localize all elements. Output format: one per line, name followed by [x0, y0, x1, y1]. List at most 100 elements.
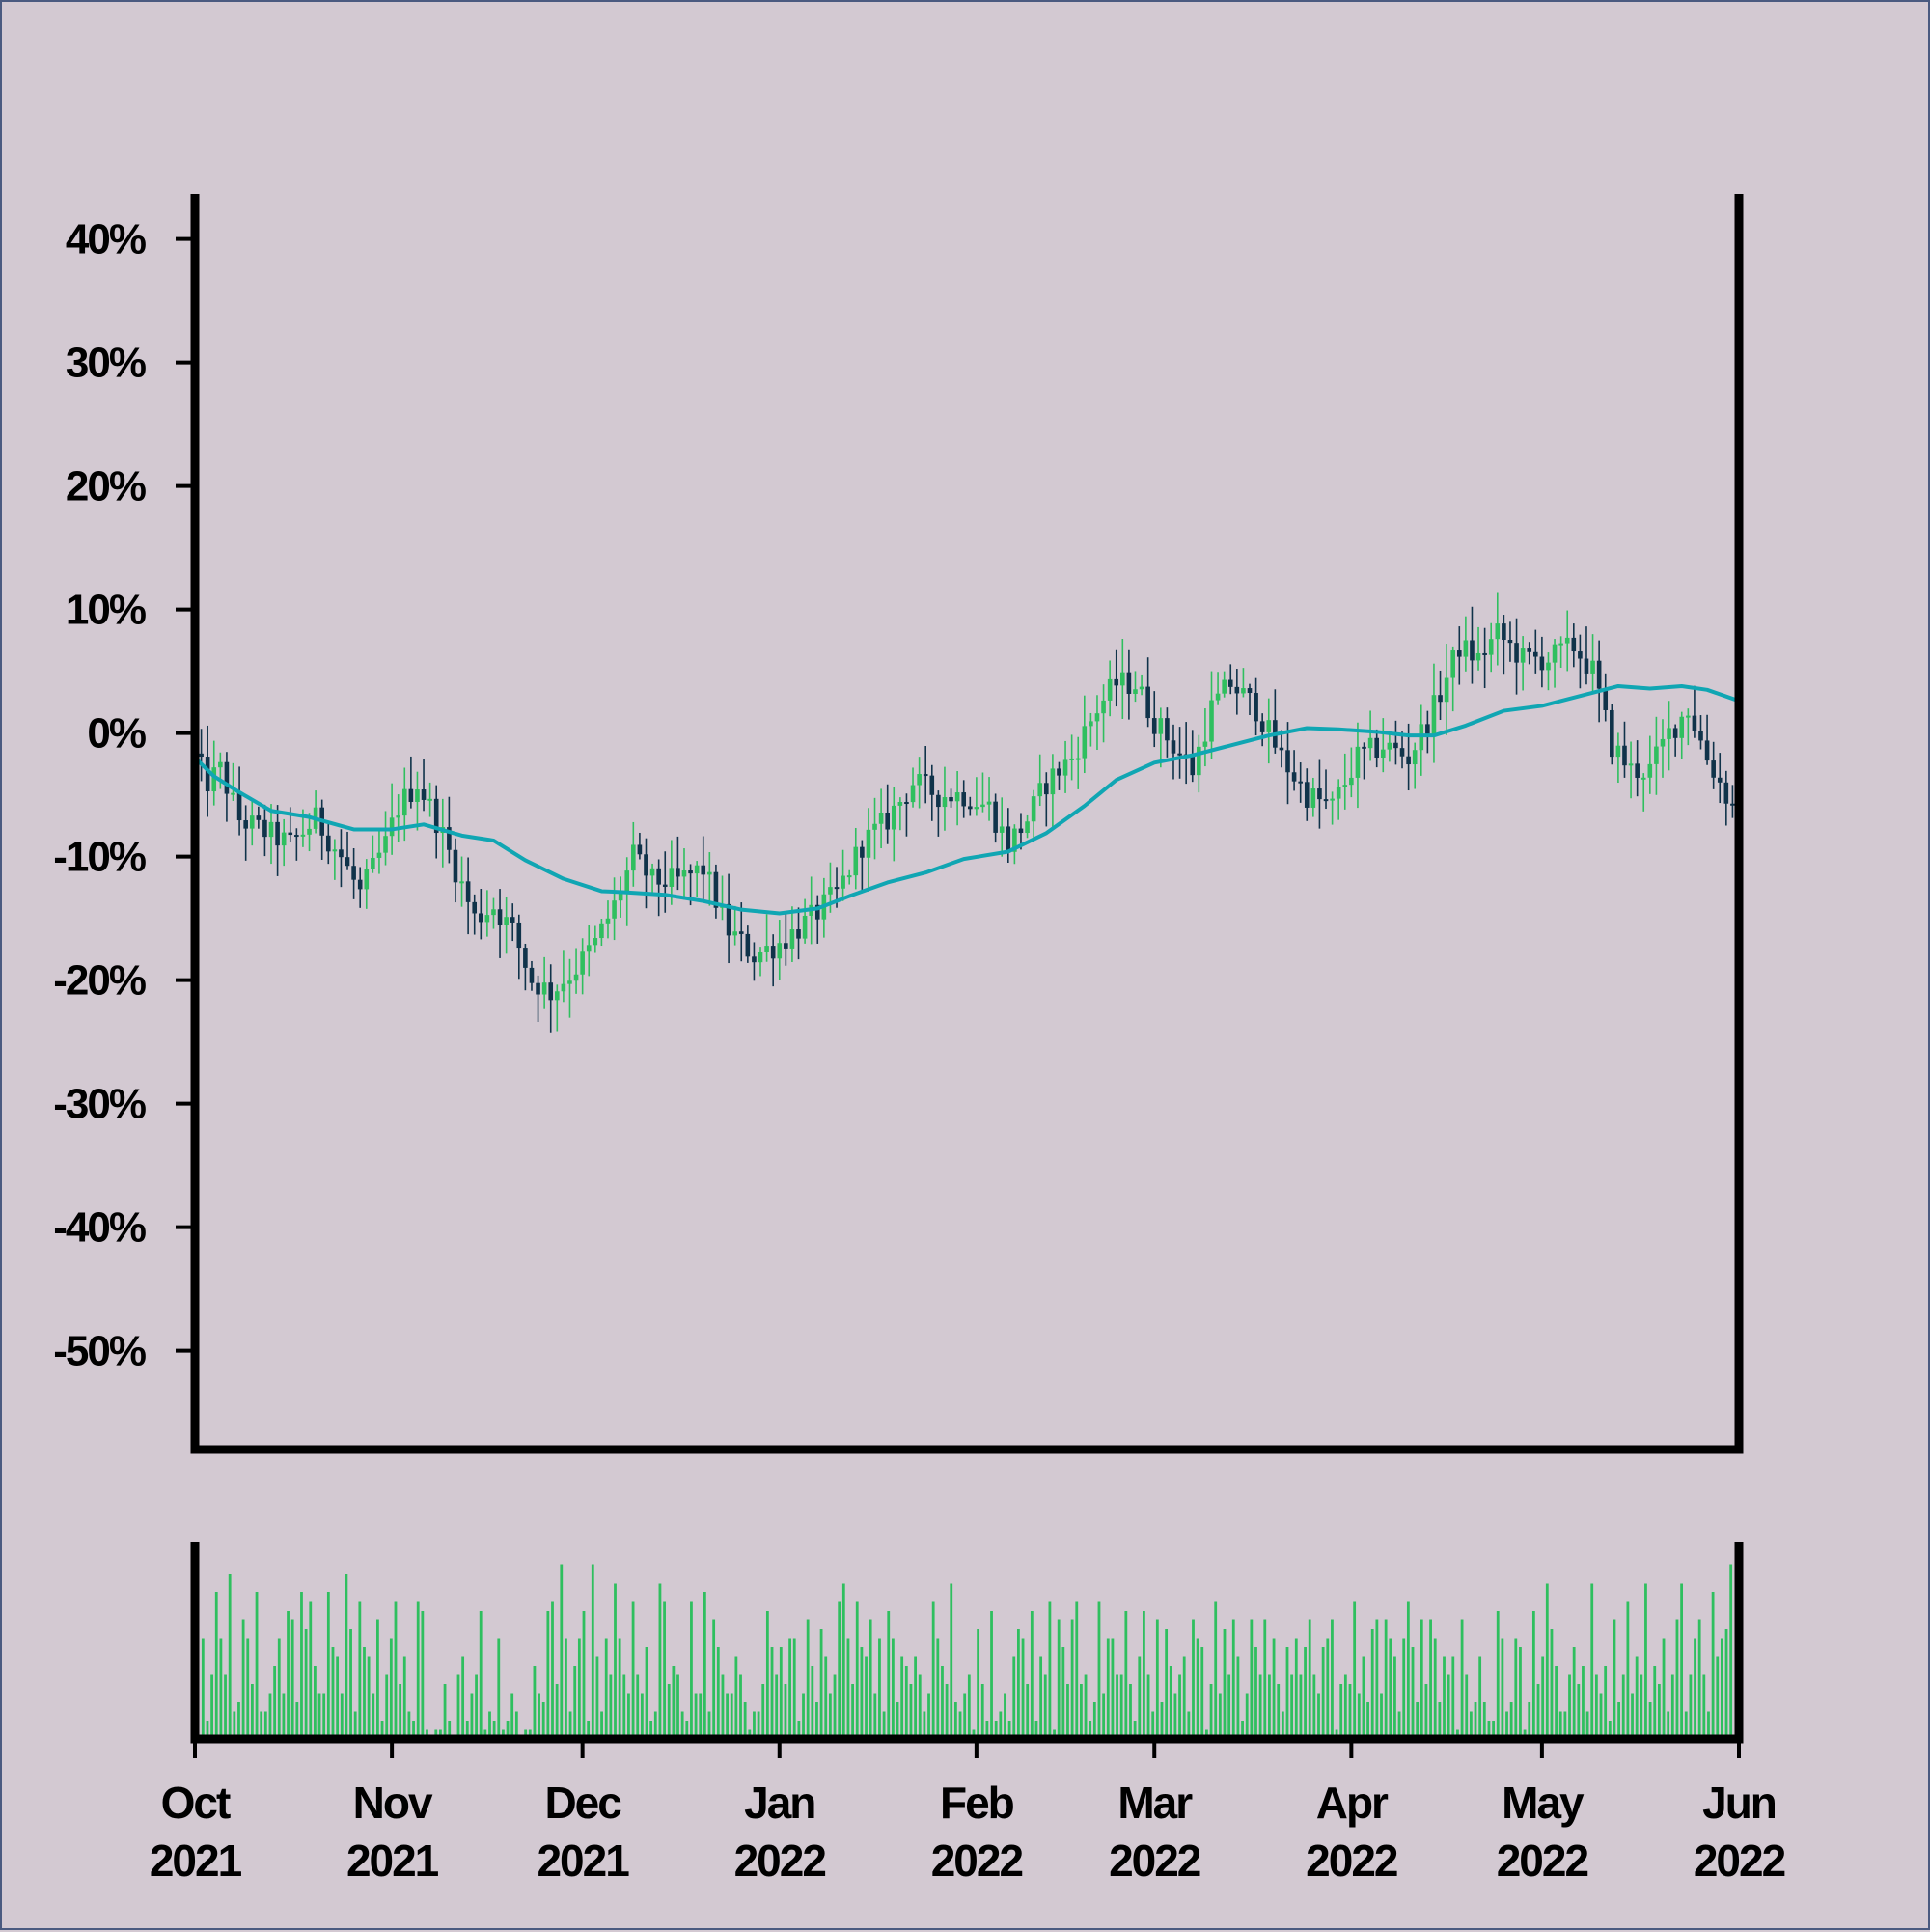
volume-bar	[1635, 1656, 1639, 1739]
volume-bar	[622, 1674, 626, 1739]
x-tick-label-year: 2021	[346, 1835, 439, 1886]
candle-down	[1234, 686, 1240, 694]
volume-bar	[210, 1674, 214, 1739]
candle-up	[376, 852, 382, 858]
volume-bar	[1582, 1666, 1585, 1739]
candle-down	[1190, 756, 1196, 776]
volume-bar	[214, 1592, 218, 1739]
x-tick-label-month: Mar	[1117, 1778, 1193, 1828]
volume-bar	[999, 1711, 1003, 1739]
candle-up	[1660, 738, 1666, 747]
volume-bar	[1339, 1684, 1343, 1739]
volume-bar	[263, 1711, 267, 1739]
volume-bar	[1531, 1611, 1535, 1739]
volume-bar	[524, 1729, 528, 1739]
volume-bar	[201, 1638, 205, 1739]
candle-down	[1298, 781, 1303, 784]
volume-bar	[618, 1638, 621, 1739]
volume-bar	[1124, 1611, 1128, 1739]
candle-down	[472, 901, 478, 914]
candle-up	[1037, 783, 1043, 797]
candle-down	[1254, 693, 1258, 722]
candle-up	[459, 881, 464, 884]
candle-down	[357, 879, 363, 890]
volume-bar	[1469, 1711, 1473, 1739]
volume-bar	[887, 1611, 891, 1739]
volume-bar	[1670, 1674, 1674, 1739]
volume-bar	[927, 1693, 930, 1739]
x-tick-label-month: Jun	[1702, 1778, 1776, 1828]
volume-bar	[1227, 1674, 1231, 1739]
volume-bar	[1062, 1647, 1065, 1739]
volume-bar	[1675, 1619, 1679, 1739]
volume-bar	[1555, 1666, 1558, 1739]
x-tick-label-year: 2021	[150, 1835, 242, 1886]
candle-down	[1406, 756, 1411, 765]
volume-bar	[649, 1721, 653, 1739]
candle-up	[974, 807, 979, 810]
volume-bar	[287, 1611, 290, 1739]
volume-bar	[1424, 1684, 1428, 1739]
candle-up	[1640, 777, 1646, 780]
candle-down	[548, 982, 554, 1001]
volume-bar	[470, 1693, 474, 1739]
volume-bar	[546, 1611, 550, 1739]
candle-down	[1438, 695, 1443, 703]
candle-down	[1362, 746, 1366, 749]
candle-down	[936, 794, 941, 808]
volume-bar	[931, 1601, 935, 1739]
candle-down	[701, 865, 706, 875]
volume-bar	[811, 1666, 814, 1739]
volume-bar	[461, 1656, 465, 1739]
candle-down	[904, 802, 909, 805]
volume-bar	[1648, 1702, 1652, 1739]
candle-down	[1006, 826, 1011, 852]
volume-bar	[1558, 1711, 1562, 1739]
candle-down	[1279, 747, 1284, 751]
volume-bar	[1667, 1711, 1670, 1739]
volume-bar	[1331, 1619, 1334, 1739]
volume-bar	[1644, 1583, 1647, 1739]
volume-bar	[994, 1721, 998, 1739]
candle-up	[1069, 758, 1074, 760]
volume-bar	[1026, 1684, 1030, 1739]
volume-bar	[1146, 1674, 1150, 1739]
candle-down	[294, 835, 299, 838]
candle-up	[541, 982, 547, 995]
volume-bar	[1585, 1711, 1589, 1739]
volume-bar	[290, 1619, 294, 1739]
candle-up	[1628, 763, 1634, 766]
candle-up	[878, 813, 884, 824]
volume-bar	[765, 1611, 769, 1739]
candle-up	[1107, 678, 1113, 701]
candle-up	[580, 951, 585, 975]
candle-down	[1692, 715, 1697, 731]
volume-bar	[502, 1729, 505, 1739]
candle-down	[637, 844, 643, 855]
volume-bar	[402, 1656, 406, 1739]
candle-down	[784, 943, 788, 949]
volume-bar	[658, 1583, 662, 1739]
y-tick-label: -30%	[53, 1081, 146, 1128]
candle-down	[421, 789, 427, 800]
volume-bar	[1397, 1711, 1401, 1739]
candle-up	[802, 915, 808, 939]
candle-down	[408, 788, 414, 802]
candle-down	[1456, 650, 1462, 657]
volume-bar	[833, 1674, 837, 1739]
candle-up	[268, 821, 274, 838]
volume-bar	[743, 1702, 747, 1739]
candle-down	[1145, 686, 1150, 719]
candle-up	[1222, 679, 1227, 694]
volume-bar	[699, 1693, 703, 1739]
candle-up	[999, 826, 1005, 833]
volume-bar	[1429, 1619, 1432, 1739]
volume-bar	[1702, 1674, 1706, 1739]
volume-bar	[945, 1684, 949, 1739]
volume-bar	[421, 1611, 425, 1739]
x-tick-label-year: 2022	[1694, 1835, 1785, 1886]
candle-down	[1502, 623, 1506, 641]
volume-panel: Oct 2021 Nov 2021 Dec 2021 Jan 2022 Feb 2022 Mar 20…	[150, 1542, 1787, 1886]
volume-bar	[1626, 1601, 1630, 1739]
volume-bar	[1657, 1684, 1661, 1739]
